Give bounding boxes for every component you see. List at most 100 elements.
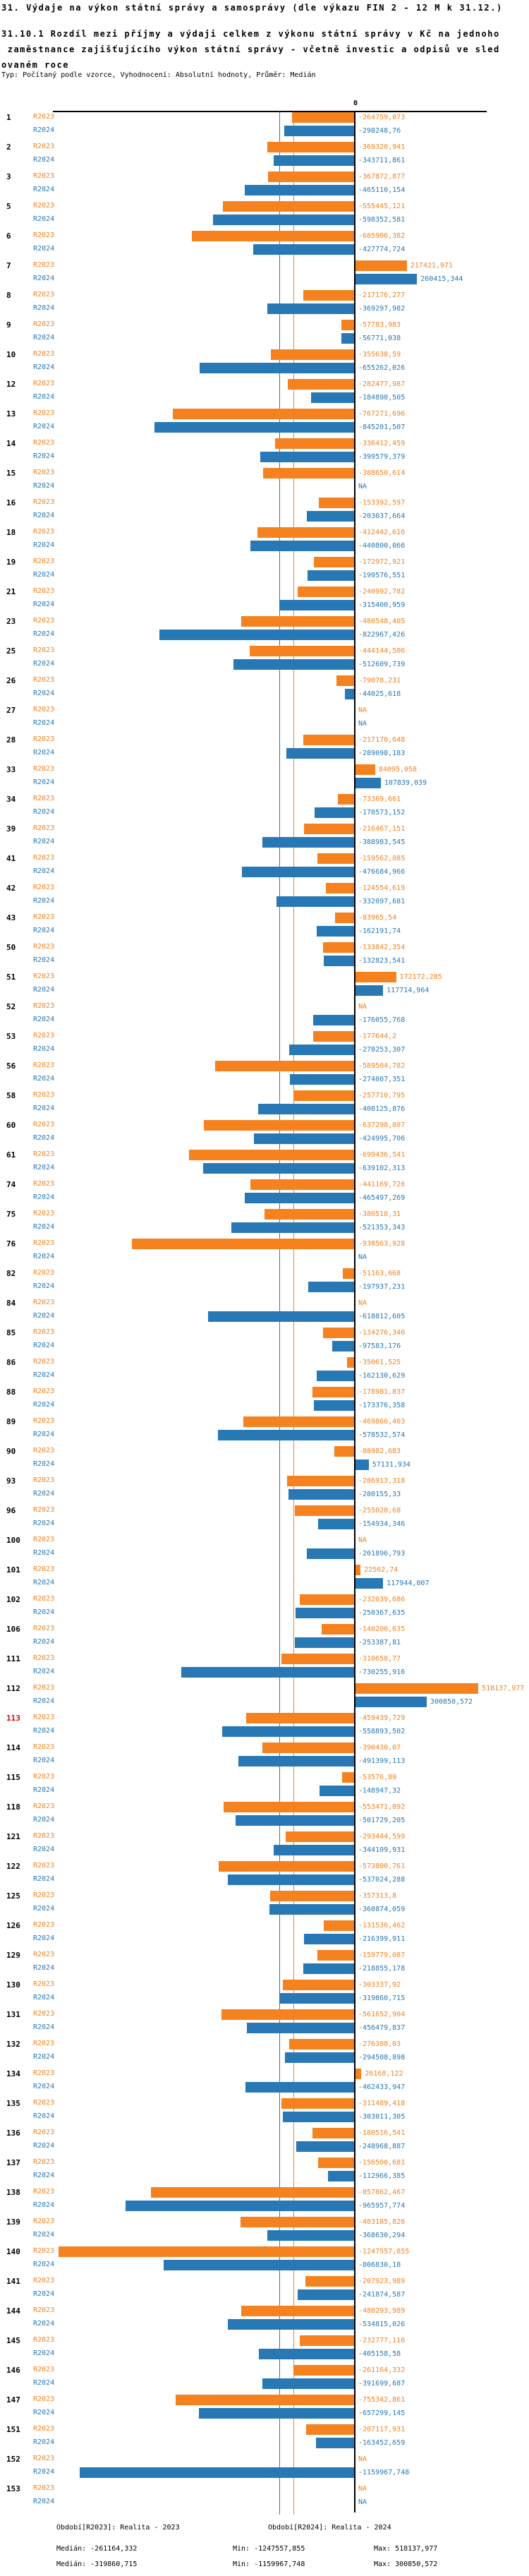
- value-label-r2024: -965957,774: [358, 2202, 406, 2210]
- chart-meta-info: Typ: Počítaný podle vzorce, Vyhodnocení:…: [1, 71, 316, 79]
- value-bar-r2023: [323, 1328, 355, 1338]
- series-label-r2024: R2024: [33, 778, 55, 786]
- value-bar-r2023: [317, 2157, 355, 2168]
- series-label-r2024: R2024: [33, 1579, 55, 1587]
- value-label-r2023: -388650,614: [358, 469, 406, 477]
- row-number: 88: [6, 1388, 16, 1397]
- value-label-r2023: -83965,54: [358, 914, 397, 922]
- value-bar-r2024: [250, 541, 355, 551]
- value-label-r2024: NA: [358, 2498, 367, 2506]
- value-bar-r2023: [322, 1624, 355, 1635]
- value-bar-r2024: [273, 1845, 355, 1855]
- value-label-r2023: -390430,07: [358, 1744, 401, 1752]
- row-number: 51: [6, 973, 16, 982]
- value-label-r2024: -534815,026: [358, 2321, 406, 2328]
- value-label-r2024: -501729,205: [358, 1817, 406, 1824]
- row-number: 8: [6, 291, 11, 300]
- value-label-r2023: -73369,661: [358, 795, 401, 803]
- value-label-r2023: -217176,277: [358, 291, 406, 299]
- value-label-r2024: -176055,768: [358, 1016, 406, 1024]
- value-label-r2023: -159562,085: [358, 855, 406, 862]
- series-label-r2024: R2024: [33, 482, 55, 490]
- series-label-r2023: R2023: [33, 2336, 55, 2344]
- value-label-r2024: -618812,605: [358, 1313, 406, 1320]
- value-bar-r2024: [316, 1371, 355, 1381]
- series-label-r2024: R2024: [33, 1846, 55, 1853]
- series-label-r2023: R2023: [33, 1536, 55, 1543]
- row-number: 134: [6, 2069, 20, 2078]
- value-label-r2024: -280155,33: [358, 1491, 401, 1498]
- value-bar-r2024: [303, 1963, 355, 1974]
- value-label-r2024: -655262,026: [358, 364, 406, 372]
- series-label-r2024: R2024: [33, 2468, 55, 2476]
- value-bar-r2024: [355, 1697, 427, 1707]
- value-bar-r2024: [313, 1015, 355, 1025]
- series-label-r2024: R2024: [33, 245, 55, 253]
- series-label-r2024: R2024: [33, 1371, 55, 1379]
- value-bar-r2023: [224, 1802, 355, 1812]
- row-number: 52: [6, 1002, 16, 1011]
- series-label-r2024: R2024: [33, 304, 55, 312]
- value-bar-r2023: [241, 616, 355, 627]
- value-label-r2023: -133842,354: [358, 944, 406, 951]
- series-label-r2024: R2024: [33, 2231, 55, 2239]
- series-label-r2024: R2024: [33, 1016, 55, 1023]
- value-bar-r2024: [257, 1104, 355, 1114]
- row-number: 16: [6, 498, 16, 507]
- value-bar-r2023: [346, 1357, 355, 1368]
- value-bar-r2023: [323, 942, 355, 953]
- value-label-r2024: -845201,507: [358, 423, 406, 431]
- series-label-r2023: R2023: [33, 2099, 55, 2107]
- value-label-r2024: -639102,313: [358, 1164, 406, 1172]
- row-number: 147: [6, 2395, 20, 2405]
- value-bar-r2024: [241, 867, 355, 877]
- series-label-r2023: R2023: [33, 439, 55, 447]
- value-bar-r2024: [238, 1756, 355, 1767]
- value-label-r2024: -112966,385: [358, 2172, 406, 2180]
- value-label-r2024: -578532,574: [358, 1431, 406, 1439]
- row-number: 132: [6, 2040, 20, 2049]
- series-label-r2023: R2023: [33, 1121, 55, 1128]
- value-bar-r2023: [312, 2128, 355, 2138]
- value-label-r2023: -51163,668: [358, 1270, 401, 1277]
- value-bar-r2024: [283, 2112, 355, 2122]
- series-label-r2024: R2024: [33, 956, 55, 964]
- value-bar-r2023: [286, 1476, 355, 1486]
- value-bar-r2023: [355, 972, 396, 982]
- series-label-r2023: R2023: [33, 498, 55, 506]
- series-label-r2024: R2024: [33, 2142, 55, 2150]
- value-bar-r2023: [317, 1950, 355, 1961]
- stat-median-r2024: Medián: -319860,715: [56, 2560, 138, 2568]
- series-label-r2024: R2024: [33, 2349, 55, 2357]
- value-bar-r2024: [245, 2082, 355, 2093]
- row-number: 19: [6, 558, 16, 567]
- value-label-r2024: -170573,152: [358, 809, 406, 817]
- value-label-r2023: -257710,795: [358, 1092, 406, 1100]
- value-bar-r2024: [273, 155, 355, 166]
- row-number: 43: [6, 913, 16, 922]
- value-bar-r2024: [267, 2230, 355, 2241]
- row-number: 101: [6, 1565, 20, 1575]
- series-label-r2023: R2023: [33, 1328, 55, 1336]
- value-bar-r2023: [303, 290, 355, 301]
- value-bar-r2023: [192, 231, 355, 241]
- value-label-r2023: -480293,989: [358, 2307, 406, 2315]
- chart-subtitle-line-3: ovaném roce: [1, 60, 69, 70]
- value-bar-r2023: [214, 1061, 355, 1071]
- value-bar-r2024: [307, 511, 355, 522]
- series-label-r2024: R2024: [33, 1045, 55, 1053]
- series-label-r2023: R2023: [33, 913, 55, 921]
- series-label-r2024: R2024: [33, 2201, 55, 2209]
- value-bar-r2023: [312, 1031, 355, 1042]
- series-label-r2024: R2024: [33, 1253, 55, 1260]
- value-bar-r2024: [355, 985, 384, 996]
- series-label-r2023: R2023: [33, 2129, 55, 2136]
- series-label-r2023: R2023: [33, 646, 55, 654]
- value-bar-r2024: [254, 1133, 355, 1144]
- value-bar-r2024: [276, 896, 355, 907]
- value-label-r2024: NA: [358, 483, 367, 490]
- value-bar-r2023: [262, 1743, 355, 1753]
- value-label-r2024: -274007,351: [358, 1076, 406, 1083]
- value-bar-r2024: [297, 2289, 355, 2300]
- series-label-r2024: R2024: [33, 1875, 55, 1883]
